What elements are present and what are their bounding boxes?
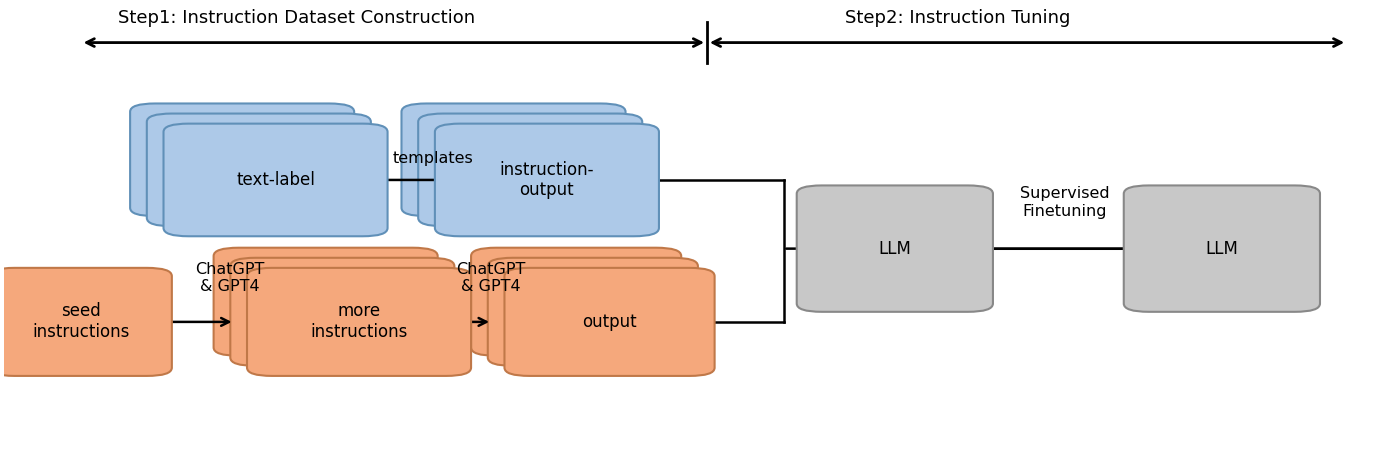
FancyBboxPatch shape (487, 258, 699, 366)
Text: Step2: Instruction Tuning: Step2: Instruction Tuning (844, 8, 1070, 27)
Text: templates: templates (392, 151, 473, 166)
FancyBboxPatch shape (164, 124, 388, 236)
FancyBboxPatch shape (1124, 185, 1320, 312)
FancyBboxPatch shape (147, 114, 371, 226)
Text: Step1: Instruction Dataset Construction: Step1: Instruction Dataset Construction (118, 8, 475, 27)
FancyBboxPatch shape (470, 248, 682, 356)
FancyBboxPatch shape (504, 268, 714, 376)
Text: LLM: LLM (1205, 240, 1239, 257)
FancyBboxPatch shape (419, 114, 643, 226)
Text: ChatGPT
& GPT4: ChatGPT & GPT4 (456, 262, 526, 294)
FancyBboxPatch shape (231, 258, 455, 366)
Text: output: output (582, 313, 637, 331)
Text: instruction-
output: instruction- output (500, 161, 594, 199)
FancyBboxPatch shape (435, 124, 659, 236)
Text: more
instructions: more instructions (311, 302, 407, 341)
FancyBboxPatch shape (402, 103, 626, 216)
FancyBboxPatch shape (0, 268, 172, 376)
FancyBboxPatch shape (214, 248, 438, 356)
Text: seed
instructions: seed instructions (32, 302, 129, 341)
Text: LLM: LLM (878, 240, 911, 257)
FancyBboxPatch shape (797, 185, 993, 312)
Text: text-label: text-label (237, 171, 315, 189)
Text: ChatGPT
& GPT4: ChatGPT & GPT4 (195, 262, 265, 294)
FancyBboxPatch shape (246, 268, 470, 376)
Text: Supervised
Finetuning: Supervised Finetuning (1019, 186, 1109, 219)
FancyBboxPatch shape (130, 103, 354, 216)
